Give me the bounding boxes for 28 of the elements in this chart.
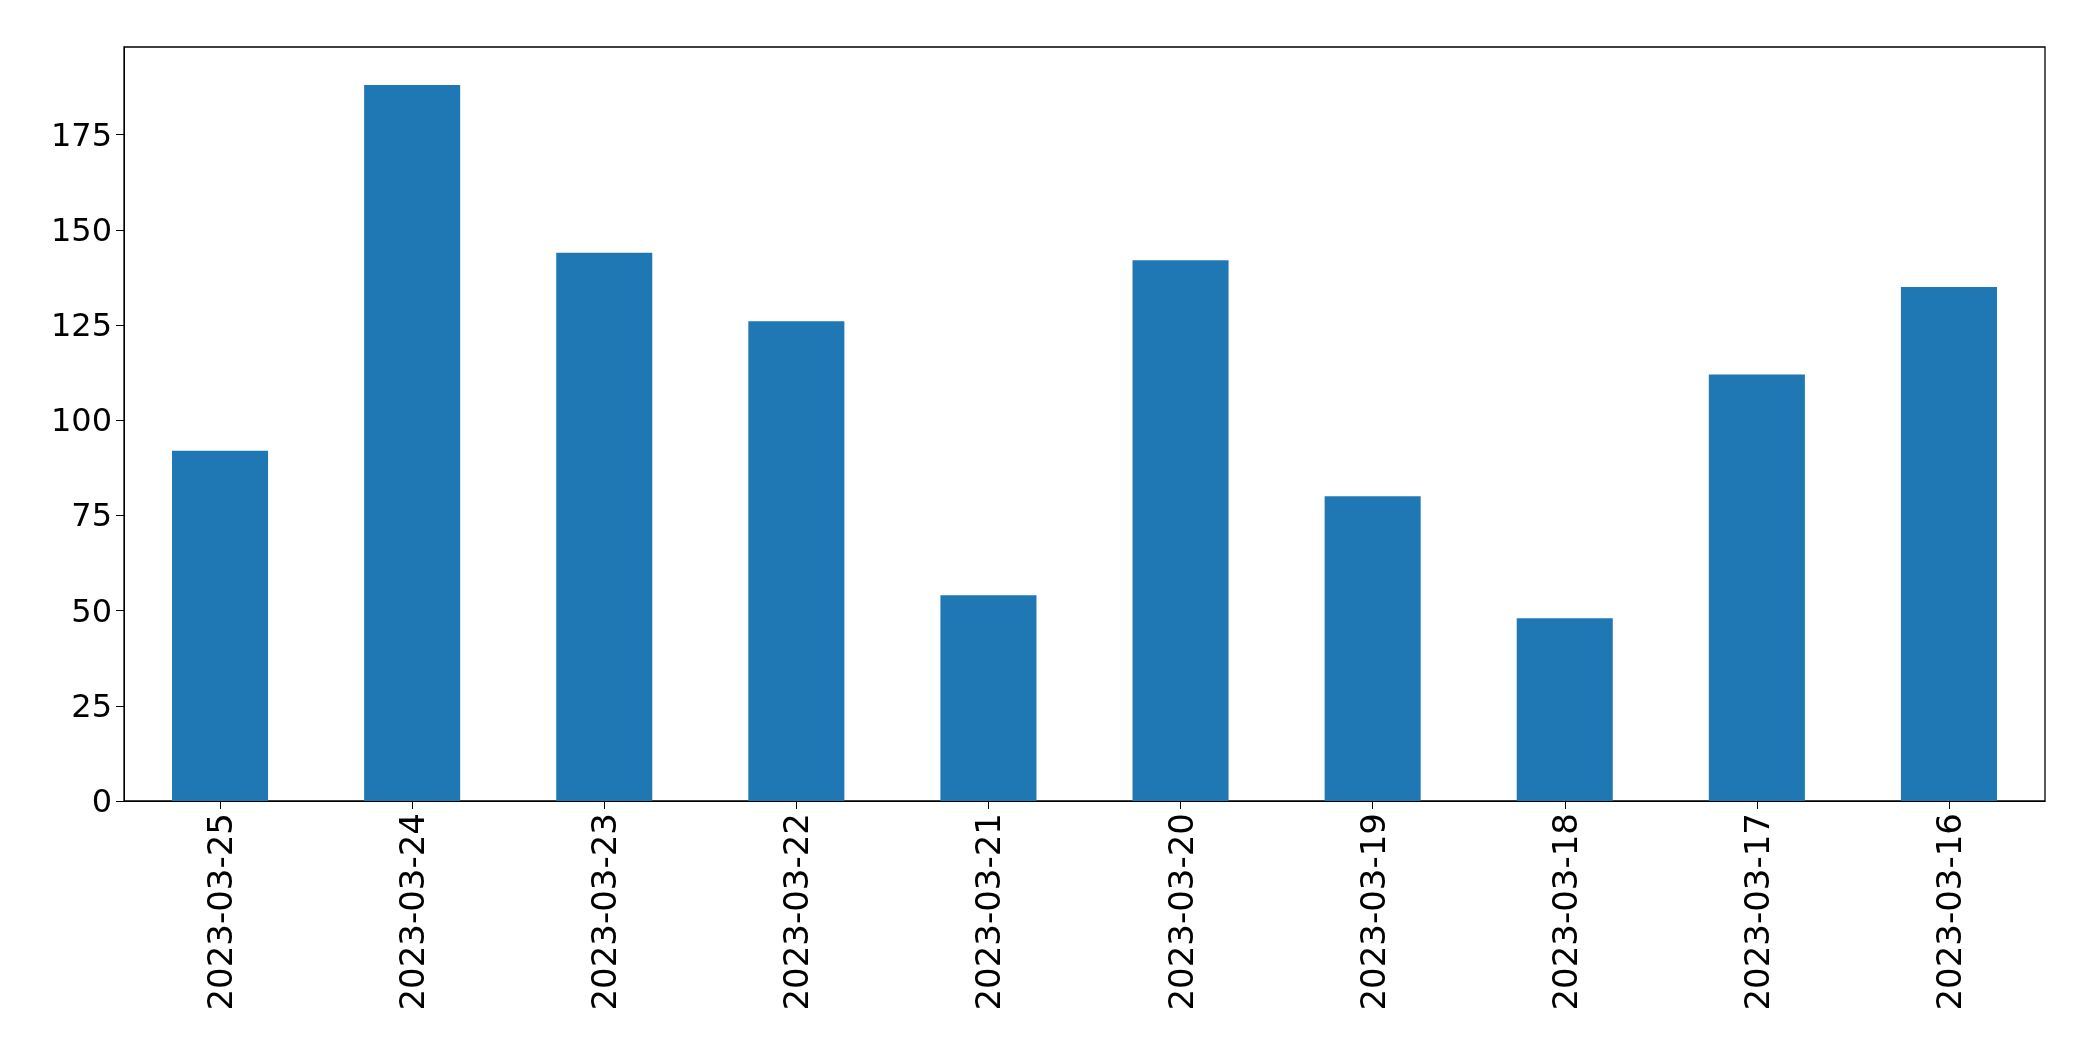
- bar: [1516, 618, 1613, 801]
- y-tick-label: 0: [91, 782, 112, 820]
- y-tick-label: 125: [50, 305, 112, 344]
- bar: [940, 595, 1037, 801]
- x-tick-label: 2023-03-21: [968, 813, 1009, 1011]
- y-tick-label: 150: [50, 210, 112, 249]
- y-tick-label: 175: [50, 115, 112, 154]
- x-tick-label: 2023-03-22: [776, 813, 817, 1011]
- x-tick-label: 2023-03-24: [392, 813, 433, 1011]
- y-tick-label: 50: [71, 591, 112, 630]
- bar: [1900, 286, 1997, 801]
- x-tick-label: 2023-03-19: [1352, 813, 1393, 1011]
- bar: [1132, 260, 1229, 801]
- x-tick-label: 2023-03-17: [1736, 813, 1777, 1011]
- x-tick-label: 2023-03-18: [1544, 813, 1585, 1011]
- bar: [1708, 374, 1805, 801]
- y-tick-label: 100: [50, 401, 112, 440]
- bar: [172, 450, 269, 801]
- bar: [1324, 496, 1421, 801]
- bar: [364, 85, 461, 801]
- bar: [748, 321, 845, 801]
- y-tick-label: 25: [71, 686, 112, 725]
- x-tick-label: 2023-03-16: [1928, 813, 1969, 1011]
- y-tick-label: 75: [71, 496, 112, 535]
- bar: [556, 252, 653, 801]
- x-tick-label: 2023-03-23: [584, 813, 625, 1011]
- x-tick-label: 2023-03-20: [1160, 813, 1201, 1011]
- x-tick-label: 2023-03-25: [200, 813, 241, 1011]
